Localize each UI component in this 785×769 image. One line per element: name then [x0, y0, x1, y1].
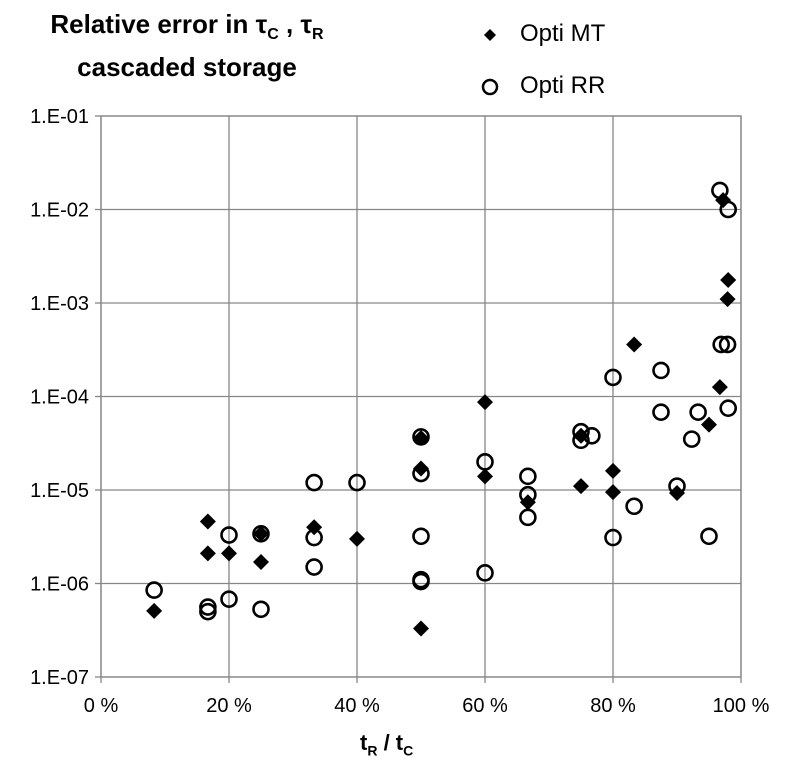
- x-axis-label: tR / tC: [360, 730, 414, 759]
- data-point-opti-rr: [668, 477, 686, 495]
- x-tick-label: 80 %: [590, 695, 636, 717]
- y-tick-label: 1.E-03: [30, 293, 89, 315]
- data-point-opti-rr: [604, 368, 622, 387]
- x-tick-label: 100 %: [713, 695, 770, 717]
- data-point-opti-mt: [199, 545, 216, 562]
- data-point-opti-rr: [519, 485, 537, 504]
- data-point-opti-rr: [572, 422, 590, 441]
- data-point-opti-mt: [349, 530, 365, 547]
- data-point-opti-rr: [712, 335, 730, 354]
- legend-label: Opti RR: [520, 72, 606, 99]
- data-point-opti-rr: [682, 430, 701, 448]
- data-point-opti-rr: [519, 467, 537, 486]
- data-point-opti-rr: [412, 572, 430, 591]
- data-point-opti-rr: [412, 464, 430, 483]
- y-tick-label: 1.E-02: [30, 200, 89, 222]
- data-point-opti-rr: [719, 200, 738, 219]
- data-point-opti-rr: [689, 403, 707, 421]
- data-point-opti-rr: [412, 428, 430, 446]
- data-point-opti-mt: [253, 553, 269, 570]
- data-point-opti-mt: [413, 460, 429, 477]
- data-point-opti-rr: [348, 473, 366, 492]
- data-point-opti-mt: [477, 394, 493, 411]
- data-point-opti-mt: [573, 478, 589, 495]
- data-point-opti-rr: [652, 403, 670, 421]
- data-point-opti-mt: [626, 336, 643, 353]
- x-tick-label: 20 %: [206, 695, 252, 717]
- x-tick-label: 60 %: [462, 695, 508, 717]
- legend: Opti MT Opti RR: [480, 8, 605, 112]
- y-tick-label: 1.E-01: [30, 106, 89, 128]
- data-point-opti-rr: [476, 453, 494, 471]
- data-point-opti-rr: [220, 590, 238, 608]
- data-point-opti-mt: [605, 462, 621, 479]
- data-point-opti-rr: [145, 581, 163, 599]
- data-point-opti-rr: [652, 361, 670, 380]
- data-point-opti-rr: [519, 508, 537, 527]
- x-tick-label: 0 %: [84, 695, 119, 717]
- y-tick-label: 1.E-06: [30, 574, 89, 596]
- data-point-opti-rr: [252, 600, 270, 619]
- circle-marker-icon: [481, 78, 499, 96]
- data-point-opti-rr: [718, 335, 737, 354]
- data-point-opti-rr: [305, 528, 323, 547]
- data-point-opti-rr: [476, 564, 494, 582]
- data-point-opti-rr: [719, 399, 738, 417]
- data-point-opti-mt: [199, 513, 216, 530]
- data-point-opti-rr: [412, 527, 430, 546]
- data-point-opti-mt: [711, 379, 728, 396]
- data-point-opti-rr: [625, 497, 643, 516]
- data-point-opti-mt: [720, 272, 737, 289]
- x-tick-label: 40 %: [334, 695, 380, 717]
- data-point-opti-rr: [305, 473, 323, 492]
- data-point-opti-mt: [146, 602, 163, 619]
- legend-item-opti-rr: Opti RR: [480, 60, 605, 112]
- diamond-marker-icon: [484, 29, 496, 41]
- data-point-opti-mt: [715, 192, 732, 209]
- y-tick-label: 1.E-05: [30, 480, 89, 502]
- data-point-opti-rr: [583, 426, 601, 445]
- data-point-opti-mt: [413, 620, 429, 637]
- chart-title: Relative error in τC , τR cascaded stora…: [50, 9, 324, 83]
- data-point-opti-rr: [572, 431, 590, 450]
- data-point-opti-mt: [477, 468, 493, 485]
- legend-label: Opti MT: [520, 20, 606, 47]
- y-tick-label: 1.E-07: [30, 667, 89, 689]
- data-point-opti-rr: [199, 602, 217, 621]
- legend-item-opti-mt: Opti MT: [480, 8, 605, 60]
- data-point-opti-rr: [220, 526, 238, 544]
- data-point-opti-rr: [252, 525, 270, 543]
- data-point-opti-mt: [253, 525, 269, 542]
- data-point-opti-rr: [700, 527, 718, 546]
- data-point-opti-mt: [719, 291, 736, 308]
- data-point-opti-mt: [221, 545, 237, 562]
- y-tick-label: 1.E-04: [30, 387, 89, 409]
- data-point-opti-mt: [605, 484, 621, 501]
- data-point-opti-rr: [305, 558, 323, 576]
- data-point-opti-mt: [701, 416, 717, 433]
- data-point-opti-rr: [711, 181, 729, 200]
- data-point-opti-rr: [604, 528, 622, 547]
